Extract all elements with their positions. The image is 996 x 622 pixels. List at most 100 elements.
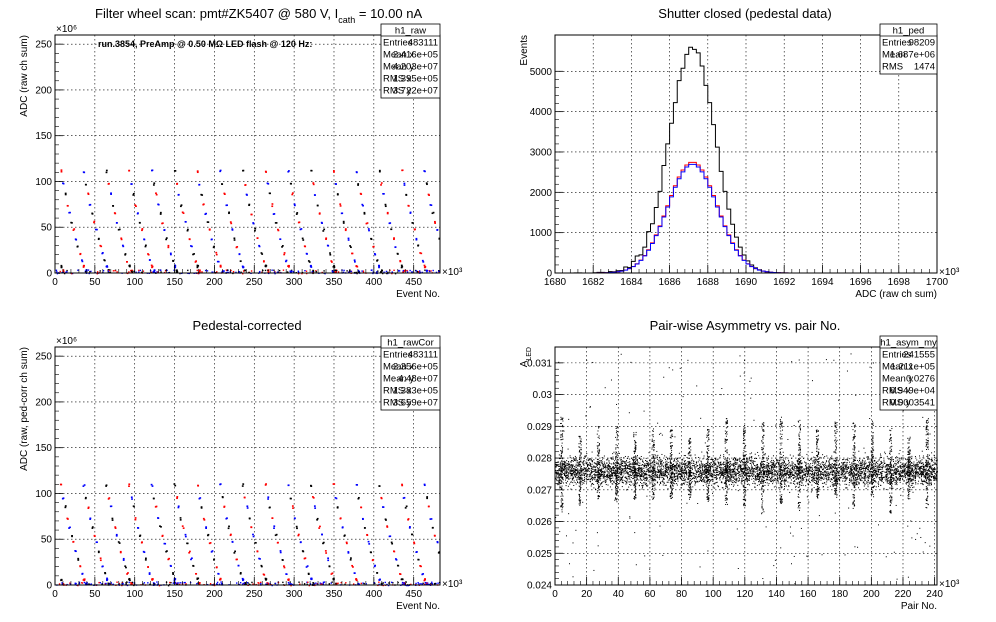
data-point <box>647 465 649 467</box>
data-point <box>62 182 64 185</box>
data-point <box>176 271 179 273</box>
data-point <box>562 489 564 491</box>
data-point <box>156 581 158 583</box>
data-point <box>637 461 639 463</box>
data-point <box>675 466 677 468</box>
data-point <box>598 480 600 482</box>
data-point <box>934 477 936 479</box>
data-point <box>690 474 692 476</box>
x-tick-label: 1698 <box>888 277 911 288</box>
data-point <box>576 460 578 462</box>
data-point <box>672 479 674 481</box>
data-point <box>777 470 779 472</box>
data-point <box>615 467 617 469</box>
data-point <box>158 584 161 587</box>
data-point <box>716 472 718 474</box>
data-point <box>289 583 291 585</box>
data-point <box>366 534 369 537</box>
data-point <box>741 467 743 469</box>
data-point <box>170 581 172 584</box>
data-point <box>782 459 784 461</box>
data-point <box>622 460 624 462</box>
data-point <box>763 481 765 483</box>
data-point <box>410 583 412 586</box>
data-point <box>755 479 757 481</box>
data-point <box>390 228 393 231</box>
data-point <box>164 270 167 272</box>
data-point <box>721 475 723 477</box>
data-point <box>674 483 676 485</box>
data-point <box>776 459 778 461</box>
data-point <box>229 534 232 537</box>
data-point <box>689 477 691 479</box>
data-point <box>769 472 771 474</box>
data-point <box>864 468 866 470</box>
data-point <box>897 457 899 459</box>
data-point <box>887 479 889 481</box>
data-point <box>861 470 863 472</box>
data-point <box>350 270 352 273</box>
data-point <box>796 473 798 475</box>
data-point <box>734 472 736 474</box>
data-point <box>573 484 575 486</box>
data-point <box>154 506 157 508</box>
data-point <box>852 466 854 468</box>
data-point <box>699 465 701 467</box>
data-point <box>674 466 676 468</box>
data-point <box>804 468 806 470</box>
data-point <box>902 463 904 465</box>
data-point <box>610 467 612 469</box>
data-point <box>756 478 758 480</box>
data-point <box>594 470 596 472</box>
data-point <box>782 463 784 465</box>
stats-value: 1.395e+05 <box>393 74 438 85</box>
data-point <box>890 473 892 475</box>
data-point <box>766 470 768 472</box>
data-point <box>344 583 346 586</box>
data-point <box>907 464 909 466</box>
data-point <box>752 482 754 484</box>
data-point <box>56 271 58 273</box>
data-point <box>864 470 866 472</box>
data-point <box>725 461 727 463</box>
data-point <box>628 486 630 488</box>
data-point <box>704 469 706 471</box>
data-point <box>589 480 591 482</box>
data-point <box>97 551 100 554</box>
data-point <box>417 271 420 273</box>
data-point <box>407 205 410 207</box>
data-point <box>842 466 844 468</box>
data-point <box>407 584 410 587</box>
data-point <box>226 271 229 274</box>
data-point <box>708 465 710 467</box>
data-point <box>895 469 897 471</box>
data-point <box>242 169 244 172</box>
data-point <box>346 270 348 272</box>
data-point <box>138 271 140 273</box>
data-point <box>298 581 300 583</box>
data-point <box>692 462 694 464</box>
data-point <box>746 477 748 479</box>
data-point <box>565 479 567 481</box>
data-point <box>659 473 661 475</box>
data-point <box>81 573 84 575</box>
data-point <box>801 462 803 464</box>
data-point <box>897 470 899 472</box>
data-point <box>398 269 400 272</box>
data-point <box>923 467 925 469</box>
data-point <box>598 469 600 471</box>
data-point <box>623 462 625 464</box>
data-point <box>423 264 426 267</box>
data-point <box>725 463 727 465</box>
data-point <box>779 470 781 472</box>
data-point <box>427 193 430 196</box>
data-point <box>681 464 683 466</box>
data-point <box>407 518 409 521</box>
data-point <box>856 459 858 461</box>
data-point <box>722 463 724 465</box>
data-point <box>198 184 201 186</box>
data-point <box>438 238 441 240</box>
data-point <box>728 473 730 475</box>
data-point <box>70 272 73 275</box>
data-point <box>593 459 595 461</box>
